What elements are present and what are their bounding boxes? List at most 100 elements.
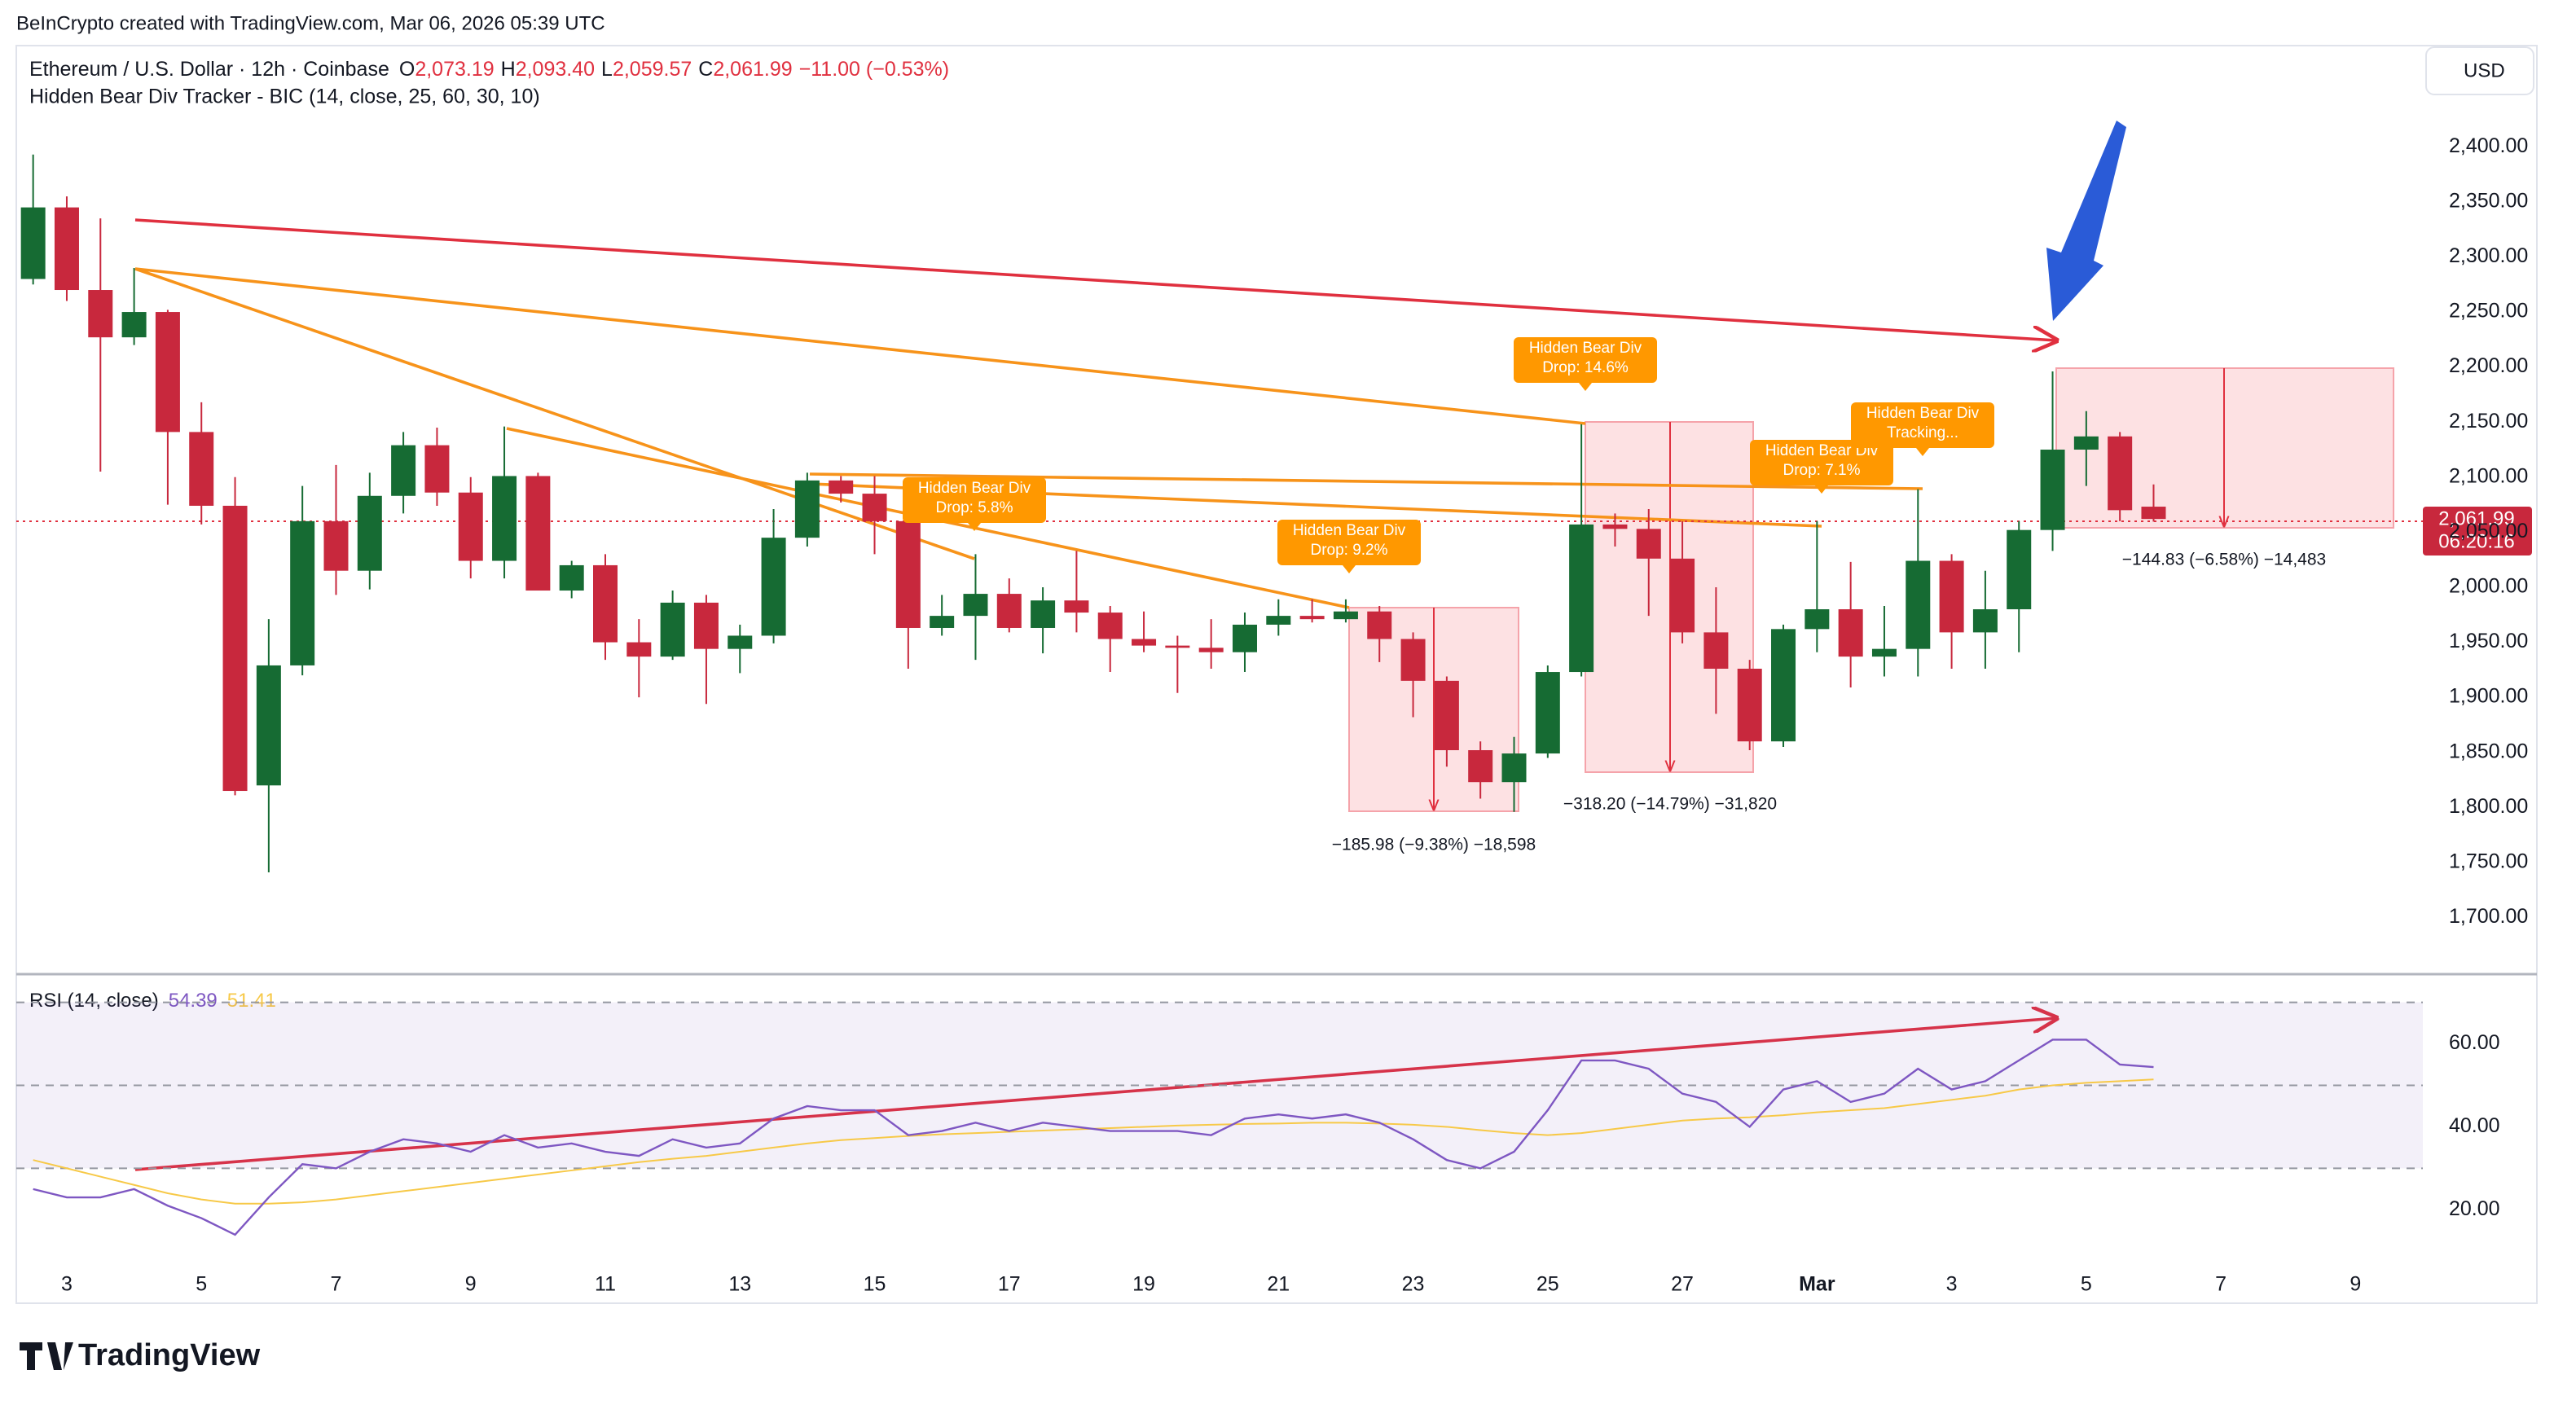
candle-body [20, 207, 46, 279]
rsi-legend: RSI (14, close) 54.39 51.41 [29, 990, 276, 1012]
x-tick-label: 3 [61, 1273, 73, 1296]
candle-body [1939, 560, 1964, 633]
candle-body [626, 642, 652, 657]
y-tick-label: 1,800.00 [2449, 795, 2528, 818]
candle-body [1805, 609, 1830, 630]
resistance-line [134, 218, 2056, 340]
x-tick-label: 19 [1132, 1273, 1155, 1296]
candle-body [1636, 529, 1661, 559]
measure-label: −144.83 (−6.58%) −14,483 [2122, 551, 2326, 569]
candle-body [1670, 558, 1695, 633]
candle-body [2040, 450, 2065, 530]
y-tick-label: 2,400.00 [2449, 134, 2528, 157]
change: −11.00 (−0.53%) [799, 58, 949, 81]
x-tick-label: 15 [864, 1273, 886, 1296]
candle-body [1064, 600, 1089, 613]
callout-title: Hidden Bear Div [1866, 405, 1980, 422]
logo: TradingView [20, 1338, 261, 1372]
candle-body [1299, 616, 1325, 620]
drawings [134, 121, 2394, 1171]
candle-body [693, 602, 719, 649]
measure-label: −318.20 (−14.79%) −31,820 [1563, 795, 1777, 814]
y-tick-label: 20.00 [2449, 1197, 2500, 1220]
candle-body [996, 594, 1022, 628]
countdown: 06:20:16 [2438, 530, 2514, 552]
callout-detail: Tracking... [1887, 424, 1958, 441]
candle-body [1132, 639, 1157, 646]
candle-body [895, 520, 921, 628]
x-tick-label: 9 [465, 1273, 477, 1296]
x-tick-label: 7 [331, 1273, 342, 1296]
candle-body [1031, 600, 1056, 628]
y-tick-label: 1,750.00 [2449, 850, 2528, 872]
x-tick-label: 3 [1946, 1273, 1958, 1296]
candle-body [660, 602, 685, 657]
candle-body [2073, 436, 2099, 450]
candle-body [593, 564, 618, 643]
candle-body [829, 480, 854, 494]
callout [903, 477, 1046, 523]
candle-body [54, 207, 79, 291]
callout [1514, 337, 1657, 383]
price-tag-value: 2,061.99 [2438, 507, 2514, 529]
callout-detail: Drop: 7.1% [1783, 462, 1860, 479]
candle-body [2007, 529, 2032, 610]
candle-body [2108, 436, 2133, 511]
y-tick-label: 1,850.00 [2449, 740, 2528, 762]
candle-body [1771, 629, 1796, 742]
c-key: C [698, 58, 713, 81]
y-tick-label: 1,900.00 [2449, 685, 2528, 708]
candle-body [1400, 639, 1426, 681]
callout [1851, 402, 1994, 448]
x-tick-label: 11 [595, 1273, 616, 1296]
candle-body [1333, 611, 1358, 620]
callout-pointer [1815, 485, 1828, 494]
candle-body [424, 445, 450, 493]
candle-body [862, 494, 887, 521]
o-key: O [399, 58, 415, 81]
callout-detail: Drop: 14.6% [1542, 359, 1629, 376]
x-tick-label: 7 [2215, 1273, 2227, 1296]
candle-body [1434, 680, 1459, 751]
x-tick-label: 27 [1671, 1273, 1694, 1296]
candle-body [1501, 753, 1527, 783]
candle-body [256, 665, 281, 786]
y-tick-label: 1,700.00 [2449, 905, 2528, 928]
y-tick-label: 2,000.00 [2449, 575, 2528, 598]
x-tick-label: 21 [1267, 1273, 1290, 1296]
frame [15, 45, 2538, 1304]
measure-label: −185.98 (−9.38%) −18,598 [1332, 836, 1536, 854]
candle-body [1266, 616, 1291, 625]
y-tick-label: 2,250.00 [2449, 300, 2528, 323]
candle-body [1871, 648, 1897, 657]
candle-body [458, 492, 483, 561]
callout-pointer [1916, 448, 1929, 456]
callout-title: Hidden Bear Div [918, 480, 1031, 497]
y-tick-label: 2,150.00 [2449, 410, 2528, 433]
currency-button[interactable] [2425, 46, 2534, 95]
l-key: L [601, 58, 613, 81]
credit: BeInCrypto created with TradingView.com,… [16, 12, 605, 34]
candle-body [525, 476, 551, 591]
y-tick-label: 60.00 [2449, 1031, 2500, 1054]
candle-body [357, 495, 382, 571]
candle-body [963, 594, 988, 617]
rsi-title: RSI (14, close) [29, 990, 159, 1012]
candle-body [1737, 668, 1762, 742]
candle-body [559, 564, 584, 591]
x-tick-label: 9 [2350, 1273, 2361, 1296]
callout-title: Hidden Bear Div [1293, 522, 1406, 539]
y-tick-label: 2,300.00 [2449, 244, 2528, 267]
logo-text: TradingView [78, 1338, 261, 1372]
x-tick-label: 25 [1536, 1273, 1559, 1296]
x-tick-label: 5 [196, 1273, 207, 1296]
candle-body [2141, 507, 2166, 520]
symbol: Ethereum / U.S. Dollar · 12h · Coinbase [29, 58, 389, 81]
pointer-arrow [2046, 121, 2126, 321]
currency[interactable]: USD [2464, 59, 2505, 81]
candle-body [1367, 611, 1392, 639]
h-key: H [501, 58, 516, 81]
l-val: 2,059.57 [613, 58, 692, 81]
